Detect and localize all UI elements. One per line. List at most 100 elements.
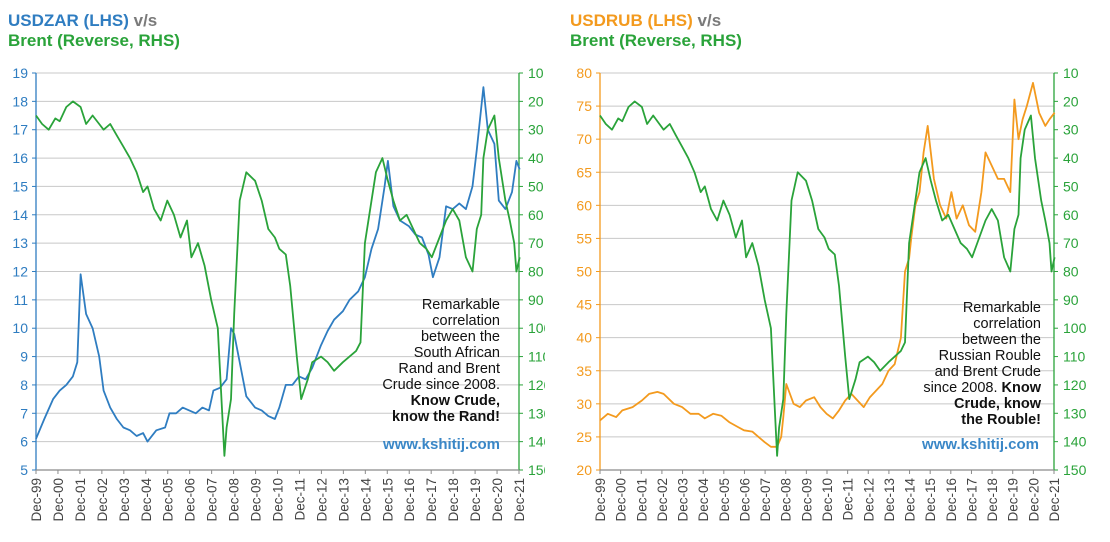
y-left-tick-label: 7 [20, 405, 28, 421]
y-right-tick-label: 90 [1063, 292, 1079, 308]
y-left-tick-label: 65 [576, 164, 592, 180]
y-right-tick-label: 100 [528, 320, 545, 336]
y-left-tick-label: 25 [576, 429, 592, 445]
y-left-tick-label: 15 [12, 178, 28, 194]
y-left-tick-label: 35 [576, 363, 592, 379]
series-line-usdzar [35, 86, 521, 443]
y-left-tick-label: 20 [576, 462, 592, 478]
y-left-tick-label: 8 [20, 377, 28, 393]
x-tick-label: Dec-08 [227, 478, 242, 522]
x-tick-label: Dec-02 [95, 478, 110, 522]
y-left-tick-label: 30 [576, 396, 592, 412]
x-tick-label: Dec-01 [634, 478, 649, 522]
chart-body: 20 25 30 35 40 45 50 55 60 65 70 75 80 10 20 30 40 50 60 70… [576, 65, 1086, 522]
x-tick-label: Dec-10 [271, 478, 286, 522]
y-left-tick-label: 13 [12, 235, 28, 251]
y-right-tick-label: 40 [528, 150, 544, 166]
y-right-tick-label: 50 [528, 178, 544, 194]
annotation: Remarkable correlation between the South… [320, 297, 500, 425]
y-right-tick-label: 150 [1063, 462, 1087, 478]
x-tick-label: Dec-06 [737, 478, 752, 522]
y-right-tick-label: 120 [528, 377, 545, 393]
series-line-brent-reverse [35, 100, 521, 457]
annotation-bold-line: Know Crude, [410, 393, 500, 409]
x-tick-label: Dec-12 [314, 478, 329, 522]
y-right-tick-label: 40 [1063, 150, 1079, 166]
x-tick-label: Dec-15 [380, 478, 395, 522]
x-tick-label: Dec-05 [717, 478, 732, 522]
y-right-tick-label: 90 [528, 292, 544, 308]
annotation-line: Russian Rouble [938, 348, 1041, 364]
website-link[interactable]: www.kshitij.com [383, 436, 500, 453]
y-right-tick-label: 110 [528, 349, 545, 365]
x-tick-label: Dec-99 [593, 478, 608, 522]
y-right-tick-label: 130 [528, 405, 545, 421]
y-right-tick-label: 60 [1063, 207, 1079, 223]
y-left-tick-label: 18 [12, 93, 28, 109]
y-right-tick-label: 70 [1063, 235, 1079, 251]
y-right-tick-label: 120 [1063, 377, 1087, 393]
y-right-tick-label: 20 [1063, 93, 1079, 109]
x-tick-label: Dec-00 [614, 478, 629, 522]
x-tick-label: Dec-11 [841, 478, 856, 521]
chart-subtitle: Brent (Reverse, RHS) [570, 31, 742, 50]
y-left-tick-label: 55 [576, 230, 592, 246]
website-link[interactable]: www.kshitij.com [922, 436, 1039, 453]
title-vs: v/s [697, 11, 722, 30]
x-tick-label: Dec-20 [490, 478, 505, 522]
x-tick-label: Dec-17 [964, 478, 979, 522]
x-tick-label: Dec-18 [985, 478, 1000, 522]
annotation-bold-line: Crude, know [953, 396, 1041, 412]
y-right-tick-label: 140 [1063, 434, 1087, 450]
y-right-tick-label: 150 [528, 462, 545, 478]
annotation-line: Remarkable [962, 300, 1041, 316]
title-vs: v/s [133, 11, 158, 30]
y-right-tick-label: 80 [528, 264, 544, 280]
y-right-tick-label: 30 [528, 122, 544, 138]
y-left-tick-label: 16 [12, 150, 28, 166]
annotation-bold-line: the Rouble! [961, 412, 1041, 428]
x-tick-label: Dec-09 [249, 478, 264, 522]
x-tick-label: Dec-20 [1026, 478, 1041, 522]
annotation-line: between the [961, 332, 1041, 348]
y-left-tick-label: 45 [576, 297, 592, 313]
y-right-tick-label: 50 [1063, 178, 1079, 194]
x-tick-label: Dec-17 [424, 478, 439, 522]
y-left-tick-label: 40 [576, 330, 592, 346]
x-tick-label: Dec-03 [117, 478, 132, 522]
y-right-tick-label: 80 [1063, 264, 1079, 280]
x-tick-label: Dec-07 [205, 478, 220, 522]
y-right-tick-label: 10 [1063, 65, 1079, 81]
y-left-tick-label: 17 [12, 122, 28, 138]
title-series: USDRUB (LHS) [570, 11, 693, 30]
y-left-tick-label: 5 [20, 462, 28, 478]
chart-title: USDZAR (LHS) v/s [8, 10, 157, 31]
x-tick-label: Dec-08 [779, 478, 794, 522]
y-left-tick-label: 19 [12, 65, 28, 81]
annotation: Remarkable correlation between the Russi… [861, 300, 1041, 428]
chart-title: USDRUB (LHS) v/s [570, 10, 721, 31]
x-tick-label: Dec-12 [861, 478, 876, 522]
annotation-line: South African [413, 345, 500, 361]
x-tick-label: Dec-01 [73, 478, 88, 522]
annotation-line: Remarkable [421, 297, 500, 313]
title-series: USDZAR (LHS) [8, 11, 129, 30]
annotation-line-mixed: since 2008. Know [861, 380, 1041, 396]
usdzar-chart: 5 6 7 8 9 10 11 12 13 14 15 16 17 18 19 10 20 30 40 50 60 70 8… [12, 65, 545, 522]
y-right-tick-label: 140 [528, 434, 545, 450]
x-tick-label: Dec-04 [696, 478, 711, 522]
annotation-bold-line: know the Rand! [392, 409, 500, 425]
x-tick-label: Dec-18 [446, 478, 461, 522]
annotation-line: Crude since 2008. [382, 377, 500, 393]
x-tick-label: Dec-14 [358, 478, 373, 522]
x-tick-label: Dec-19 [468, 478, 483, 522]
y-left-tick-label: 60 [576, 197, 592, 213]
x-tick-label: Dec-14 [903, 478, 918, 522]
x-tick-label: Dec-10 [820, 478, 835, 522]
x-tick-label: Dec-16 [402, 478, 417, 522]
usdrub-panel: USDRUB (LHS) v/s Brent (Reverse, RHS) 20… [560, 0, 1110, 542]
y-left-tick-label: 11 [13, 292, 28, 308]
x-tick-label: Dec-13 [336, 478, 351, 522]
y-right-tick-label: 20 [528, 93, 544, 109]
usdrub-chart: 20 25 30 35 40 45 50 55 60 65 70 75 80 10 20 30 40 50 60 70… [576, 65, 1086, 522]
